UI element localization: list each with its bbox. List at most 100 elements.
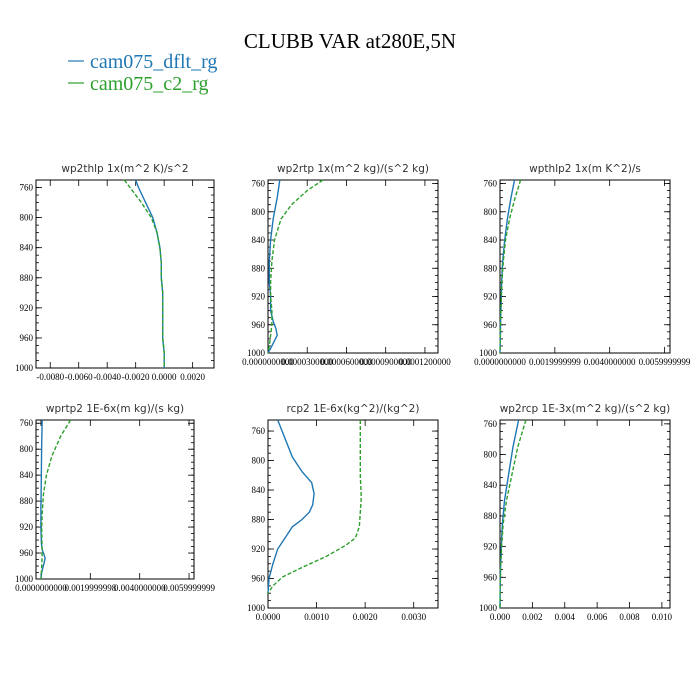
y-tick-label: 960 [20, 548, 34, 558]
legend-label-dflt: cam075_dflt_rg [90, 51, 217, 73]
x-tick-label: -0.0060 [65, 372, 93, 382]
panel-title: wp2rcp 1E-3x(m^2 kg)/(s^2 kg) [500, 403, 671, 415]
x-tick-label: 0.0059999999 [163, 583, 215, 593]
y-tick-label: 800 [484, 207, 498, 217]
x-tick-label: -0.0040 [93, 372, 121, 382]
x-tick-label: 0.0000900000 [360, 357, 412, 367]
series-line-c2 [499, 179, 522, 354]
y-tick-label: 960 [484, 320, 498, 330]
x-tick-label: -0.0020 [122, 372, 150, 382]
y-tick-label: 800 [20, 213, 34, 223]
panel-wp2rcp: wp2rcp 1E-3x(m^2 kg)/(s^2 kg)760 800 840 88… [479, 403, 673, 622]
series-line-dflt [40, 419, 46, 580]
y-tick-label: 880 [20, 496, 34, 506]
panel-title: wp2thlp 1x(m^2 K)/s^2 [61, 163, 188, 175]
y-tick-label: 800 [252, 456, 266, 466]
y-tick-label: 920 [20, 522, 34, 532]
y-tick-label: 920 [252, 292, 266, 302]
figure-title: CLUBB VAR at280E,5N [244, 29, 456, 53]
y-tick-label: 1000 [15, 363, 34, 373]
y-tick-label: 760 [484, 179, 498, 189]
plot-frame [499, 179, 671, 354]
x-tick-label: 0.006 [587, 612, 608, 622]
y-tick-label: 880 [252, 515, 266, 525]
x-tick-label: -0.0080 [36, 372, 64, 382]
y-tick-label: 840 [20, 470, 34, 480]
y-tick-label: 880 [20, 273, 34, 283]
y-tick-label: 800 [20, 444, 34, 454]
x-tick-label: 0.0000000000 [474, 357, 526, 367]
x-tick-label: 0.0059999999 [639, 357, 691, 367]
y-tick-label: 960 [484, 572, 498, 582]
y-tick-label: 960 [252, 574, 266, 584]
series-line-dflt [135, 179, 165, 368]
series-line-c2 [123, 179, 165, 368]
series-line-c2 [267, 179, 324, 354]
y-tick-label: 800 [252, 207, 266, 217]
y-tick-label: 1000 [247, 603, 266, 613]
x-tick-label: 0.0030 [401, 612, 426, 622]
x-tick-label: 0.0019999998 [64, 583, 116, 593]
y-tick-label: 1000 [247, 348, 266, 358]
x-tick-label: 0.0000000000 [242, 357, 294, 367]
x-tick-label: 0.0020 [180, 372, 205, 382]
series-line-c2 [267, 420, 363, 594]
y-tick-label: 920 [484, 292, 498, 302]
y-tick-label: 960 [252, 320, 266, 330]
y-tick-label: 920 [20, 303, 34, 313]
y-tick-label: 760 [252, 179, 266, 189]
y-tick-label: 800 [484, 450, 498, 460]
panel-title: wprtp2 1E-6x(m kg)/(s kg) [46, 403, 184, 415]
panel-wp2rtp: wp2rtp 1x(m^2 kg)/(s^2 kg) 760 800 840 880 92… [242, 163, 451, 367]
x-tick-label: 0.0000300000 [281, 357, 333, 367]
y-tick-label: 840 [484, 235, 498, 245]
legend: cam075_dflt_rg cam075_c2_rg [68, 51, 217, 95]
y-tick-label: 880 [252, 263, 266, 273]
y-tick-label: 920 [252, 544, 266, 554]
x-tick-label: 0.0000000000 [15, 583, 67, 593]
x-tick-label: 0.002 [522, 612, 542, 622]
y-tick-label: 840 [252, 485, 266, 495]
x-tick-label: 0.0001200000 [399, 357, 451, 367]
x-tick-label: 0.0000 [152, 372, 177, 382]
y-tick-label: 840 [20, 243, 34, 253]
x-tick-label: 0.000 [490, 612, 511, 622]
y-tick-label: 1000 [479, 603, 498, 613]
y-tick-label: 760 [20, 418, 34, 428]
y-tick-label: 1000 [479, 348, 498, 358]
x-tick-label: 0.0010 [304, 612, 329, 622]
x-tick-label: 0.0040000000 [584, 357, 636, 367]
y-tick-label: 960 [20, 333, 34, 343]
panel-title: rcp2 1E-6x(kg^2)/(kg^2) [287, 403, 420, 415]
series-line-c2 [40, 419, 72, 580]
y-tick-label: 920 [484, 542, 498, 552]
x-tick-label: 0.0020 [353, 612, 378, 622]
plot-frame [35, 179, 215, 369]
y-tick-label: 760 [252, 426, 266, 436]
x-tick-label: 0.0000 [256, 612, 281, 622]
series-line-dflt [499, 419, 520, 609]
y-tick-label: 760 [20, 183, 34, 193]
x-tick-label: 0.010 [652, 612, 673, 622]
x-tick-label: 0.004 [555, 612, 576, 622]
panel-wprtp2: wprtp2 1E-6x(m kg)/(s kg) 760 800 840 880 920… [15, 403, 215, 593]
series-line-dflt [267, 419, 315, 594]
y-tick-label: 1000 [15, 574, 34, 584]
plot-frame [267, 179, 439, 354]
x-tick-label: 0.008 [619, 612, 640, 622]
x-tick-label: 0.0019999999 [529, 357, 581, 367]
plot-frame [267, 419, 439, 609]
x-tick-label: 0.0040000000 [114, 583, 166, 593]
y-tick-label: 880 [484, 511, 498, 521]
y-tick-label: 760 [484, 419, 498, 429]
plot-frame [35, 419, 195, 580]
panel-wp2thlp: wp2thlp 1x(m^2 K)/s^2 760 800 840 880 920 960 1… [15, 163, 215, 382]
panel-title: wp2rtp 1x(m^2 kg)/(s^2 kg) [277, 163, 429, 175]
x-tick-label: 0.0000600000 [321, 357, 373, 367]
panel-wpthlp2: wpthlp2 1x(m K^2)/s 760 800 840 880 920 960 100… [474, 163, 691, 367]
plot-frame [499, 419, 671, 609]
series-line-c2 [499, 419, 527, 609]
y-tick-label: 840 [484, 480, 498, 490]
panel-title: wpthlp2 1x(m K^2)/s [529, 163, 641, 175]
